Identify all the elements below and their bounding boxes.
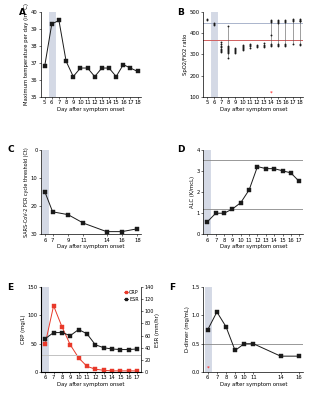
Point <box>276 40 281 47</box>
Point <box>276 42 281 48</box>
Y-axis label: Maximum temperature per day (in °C): Maximum temperature per day (in °C) <box>24 4 29 106</box>
Point <box>269 19 274 26</box>
Point <box>297 18 302 24</box>
Text: E: E <box>7 283 13 292</box>
Y-axis label: ALC (K/mcL): ALC (K/mcL) <box>190 176 195 208</box>
Point <box>262 44 267 50</box>
Point <box>219 48 224 54</box>
Point <box>297 40 302 47</box>
Point <box>211 22 216 28</box>
Point <box>226 49 231 56</box>
Point <box>262 42 267 48</box>
Point <box>290 17 295 24</box>
Point <box>254 42 259 48</box>
Point <box>247 42 252 48</box>
Point <box>233 46 238 52</box>
Point <box>204 17 210 23</box>
Point <box>283 17 288 24</box>
Text: *: * <box>270 90 273 95</box>
Point <box>283 40 288 47</box>
Point <box>219 38 224 45</box>
X-axis label: Day after symptom onset: Day after symptom onset <box>220 244 287 249</box>
Text: *: * <box>206 365 209 370</box>
Point <box>226 46 231 53</box>
Point <box>269 32 274 38</box>
Point <box>233 44 238 51</box>
X-axis label: Day after symptom onset: Day after symptom onset <box>58 382 125 387</box>
Point <box>290 18 295 24</box>
Point <box>262 39 267 46</box>
Point <box>233 50 238 56</box>
Point <box>226 44 231 51</box>
Point <box>269 18 274 24</box>
Point <box>290 40 295 47</box>
Text: F: F <box>169 283 175 292</box>
Point <box>240 46 245 52</box>
Point <box>233 47 238 53</box>
Point <box>276 20 281 27</box>
Point <box>297 17 302 24</box>
X-axis label: Day after symptom onset: Day after symptom onset <box>220 107 287 112</box>
Y-axis label: SARS-CoV-2 PCR cycle threshold (Ct): SARS-CoV-2 PCR cycle threshold (Ct) <box>24 147 29 237</box>
Point <box>211 20 216 26</box>
Point <box>276 42 281 49</box>
Y-axis label: ESR (mm/hr): ESR (mm/hr) <box>155 312 161 346</box>
Point <box>240 45 245 51</box>
Point <box>226 48 231 54</box>
Text: D: D <box>177 145 185 154</box>
Point <box>283 42 288 49</box>
Point <box>254 42 259 49</box>
Point <box>226 23 231 30</box>
Point <box>233 48 238 54</box>
Point <box>219 45 224 52</box>
Y-axis label: D-dimer (mg/mL): D-dimer (mg/mL) <box>185 307 190 352</box>
Point <box>219 42 224 49</box>
Point <box>297 42 302 48</box>
Point <box>269 17 274 24</box>
Point <box>240 42 245 48</box>
X-axis label: Day after symptom onset: Day after symptom onset <box>220 382 287 387</box>
Point <box>219 41 224 47</box>
Point <box>219 46 224 53</box>
Point <box>290 16 295 22</box>
Text: B: B <box>177 8 184 17</box>
Y-axis label: SpO2/FiO2 ratio: SpO2/FiO2 ratio <box>183 34 188 75</box>
Point <box>204 16 210 23</box>
Text: A: A <box>19 8 26 17</box>
Point <box>254 44 259 50</box>
X-axis label: Day after symptom onset: Day after symptom onset <box>58 244 125 249</box>
Point <box>269 40 274 47</box>
Point <box>297 16 302 22</box>
X-axis label: Day after symptom onset: Day after symptom onset <box>58 107 125 112</box>
Point <box>226 55 231 62</box>
Point <box>262 42 267 49</box>
Text: C: C <box>7 145 14 154</box>
Point <box>233 49 238 55</box>
Point <box>247 45 252 51</box>
Point <box>283 18 288 24</box>
Point <box>283 19 288 26</box>
Point <box>240 47 245 53</box>
Point <box>226 50 231 56</box>
Legend: CRP, ESR: CRP, ESR <box>124 290 139 302</box>
Point <box>226 42 231 49</box>
Point <box>276 19 281 26</box>
Point <box>276 18 281 24</box>
Point <box>269 42 274 49</box>
Point <box>219 44 224 50</box>
Point <box>219 49 224 55</box>
Point <box>247 40 252 47</box>
Point <box>276 17 281 24</box>
Point <box>269 42 274 48</box>
Point <box>226 46 231 52</box>
Point <box>247 42 252 49</box>
Point <box>211 20 216 27</box>
Point <box>283 42 288 48</box>
Point <box>226 44 231 50</box>
Point <box>297 18 302 24</box>
Point <box>240 44 245 50</box>
Y-axis label: CRP (mg/L): CRP (mg/L) <box>21 315 26 344</box>
Point <box>240 42 245 49</box>
